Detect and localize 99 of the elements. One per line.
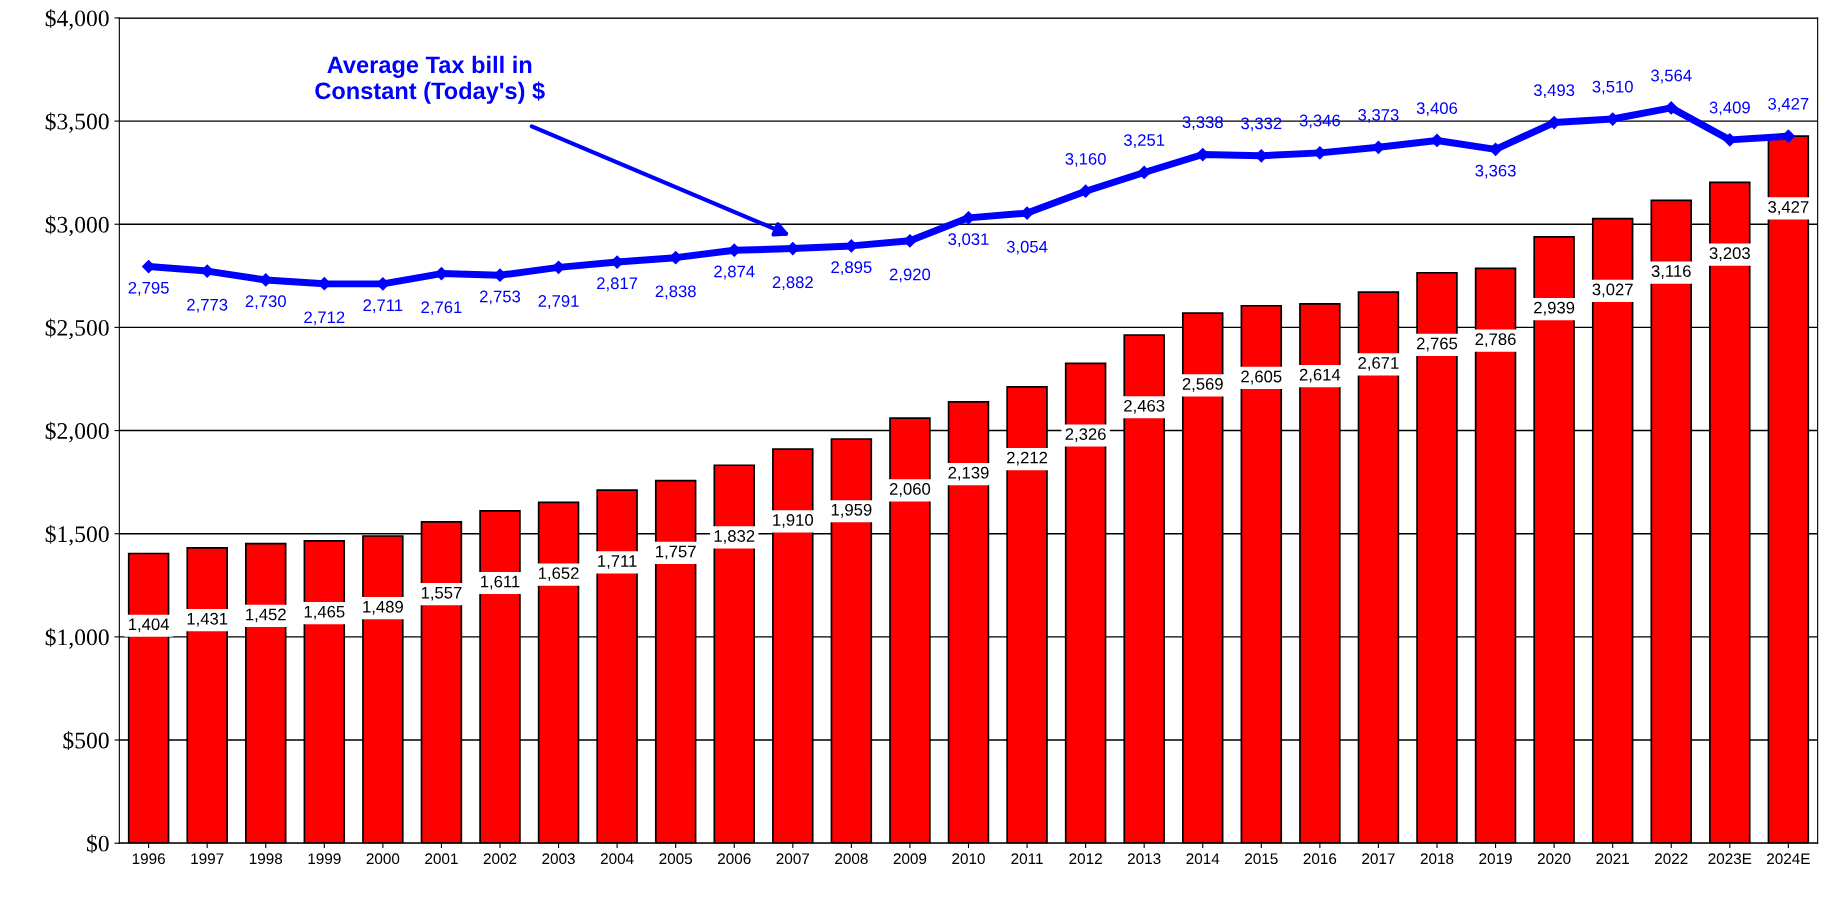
data-label: 1,404: [129, 618, 169, 633]
y-tick-label: $2,500: [45, 318, 109, 340]
data-label: 3,564: [1651, 69, 1692, 84]
x-tick-label: 2003: [542, 853, 575, 865]
data-label: 2,212: [1007, 451, 1048, 466]
data-label: 1,557: [421, 587, 462, 601]
data-label: 3,031: [948, 233, 989, 247]
data-label: 1,711: [598, 555, 637, 569]
data-label: 2,761: [421, 301, 462, 316]
data-label: 3,251: [1123, 134, 1165, 148]
data-label: 3,027: [1592, 283, 1633, 298]
x-tick-label: 2010: [952, 853, 985, 865]
data-label: 2,605: [1241, 370, 1282, 385]
data-label: 3,427: [1768, 201, 1809, 215]
y-tick-label: $0: [87, 834, 109, 854]
point: [1664, 101, 1678, 115]
y-tick-label: $4,000: [45, 9, 109, 30]
data-label: 1,465: [304, 605, 345, 620]
data-label: 2,939: [1534, 301, 1575, 316]
x-tick-label: 2014: [1186, 853, 1220, 865]
x-tick-label: 1996: [132, 853, 165, 865]
point: [1430, 133, 1444, 148]
data-label: 2,326: [1065, 428, 1106, 442]
data-label: 3,510: [1592, 80, 1633, 95]
x-tick-label: 2019: [1479, 853, 1512, 865]
data-label: 2,671: [1358, 357, 1399, 371]
data-label: 1,652: [538, 567, 579, 582]
data-label: 2,838: [655, 285, 696, 300]
data-label: 3,203: [1709, 247, 1750, 262]
data-label: 1,452: [246, 608, 286, 623]
data-label: 3,160: [1065, 152, 1106, 167]
y-tick-label: $1,500: [45, 524, 109, 546]
y-tick-label: $2,000: [45, 421, 109, 443]
data-label: 2,786: [1475, 333, 1516, 348]
x-tick-label: 2020: [1537, 853, 1571, 865]
x-tick-label: 1997: [191, 853, 224, 865]
data-label: 3,373: [1358, 109, 1399, 123]
annotation: Average Tax bill in Constant (Today's) $: [315, 55, 545, 104]
data-label: 2,773: [187, 298, 228, 313]
data-label: 2,139: [948, 466, 989, 481]
data-label: 2,895: [831, 261, 872, 276]
data-label: 2,765: [1416, 337, 1458, 352]
data-label: 2,060: [889, 483, 931, 497]
data-label: 1,489: [363, 600, 403, 615]
data-label: 2,920: [889, 268, 931, 283]
x-tick-label: 2007: [776, 853, 810, 865]
data-label: 2,753: [479, 290, 521, 305]
point: [1079, 184, 1093, 198]
data-label: 2,874: [714, 265, 755, 280]
data-label: 2,730: [245, 295, 286, 310]
x-tick-label: 2021: [1596, 853, 1629, 865]
x-tick-label: 2001: [425, 853, 458, 865]
data-label: 2,791: [538, 295, 579, 309]
x-tick-label: 2011: [1011, 853, 1043, 865]
data-label: 3,409: [1709, 101, 1750, 116]
x-tick-label: 2013: [1127, 853, 1161, 865]
data-label: 1,910: [773, 514, 814, 528]
x-tick-label: 2016: [1303, 853, 1337, 865]
data-label: 2,795: [128, 281, 169, 296]
data-label: 2,712: [304, 311, 345, 326]
x-tick-label: 2018: [1420, 853, 1454, 865]
data-label: 1,431: [187, 612, 228, 627]
x-tick-label: 2009: [893, 853, 927, 865]
data-label: 2,882: [772, 276, 813, 291]
y-tick-label: $3,500: [45, 112, 109, 133]
data-label: 2,569: [1182, 378, 1223, 392]
x-tick-label: 2004: [600, 853, 634, 865]
x-tick-label: 2022: [1655, 853, 1688, 865]
point: [1547, 115, 1561, 130]
data-label: 3,493: [1533, 84, 1575, 99]
x-tick-label: 2002: [483, 853, 517, 865]
data-label: 3,054: [1006, 240, 1048, 255]
data-label: 1,757: [656, 545, 696, 560]
point: [1137, 165, 1151, 180]
data-label: 2,463: [1124, 399, 1165, 414]
data-label: 1,832: [714, 530, 755, 544]
x-tick-label: 1999: [308, 853, 341, 865]
data-label: 3,406: [1416, 102, 1458, 116]
data-label: 1,959: [831, 503, 872, 518]
y-tick-label: $1,000: [45, 627, 109, 649]
x-tick-label: 2012: [1069, 853, 1102, 865]
x-tick-label: 2006: [718, 853, 751, 865]
data-label: 2,817: [597, 277, 638, 292]
x-tick-label: 1998: [249, 853, 283, 865]
x-tick-label: 2008: [835, 853, 868, 865]
data-label: 2,614: [1299, 368, 1341, 383]
data-label: 1,611: [481, 575, 520, 590]
data-label: 3,116: [1651, 265, 1691, 279]
x-tick-label: 2023E: [1708, 853, 1752, 865]
x-tick-label: 2015: [1245, 853, 1278, 865]
y-tick-label: $3,000: [45, 215, 109, 237]
data-label: 2,711: [363, 299, 403, 314]
x-tick-label: 2024E: [1767, 853, 1810, 865]
x-tick-label: 2000: [366, 853, 400, 865]
data-label: 3,363: [1475, 164, 1516, 179]
x-tick-label: 2017: [1362, 853, 1395, 865]
y-tick-label: $500: [63, 731, 109, 751]
x-tick-label: 2005: [659, 853, 693, 865]
data-label: 3,427: [1768, 97, 1809, 112]
